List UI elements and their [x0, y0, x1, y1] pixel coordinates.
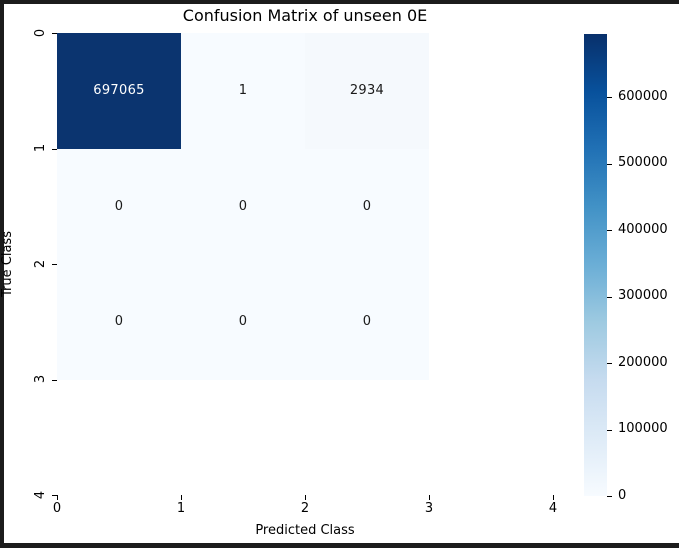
heatmap-plot-area: 697065 1 2934 0 0 0 0 0 0: [57, 33, 553, 495]
matrix-cell-0-2: 2934: [305, 33, 429, 149]
y-tick-label: 4: [33, 490, 48, 500]
y-tick-label: 0: [33, 28, 48, 38]
colorbar-tick-label: 600000: [618, 89, 668, 104]
x-tick-label: 1: [176, 501, 186, 516]
chart-title: Confusion Matrix of unseen 0E: [182, 6, 428, 25]
cell-value: 0: [114, 314, 124, 330]
colorbar-gradient: [584, 34, 607, 496]
cell-value: 1: [238, 83, 248, 99]
cell-value: 0: [238, 198, 248, 214]
y-tick-mark: [52, 33, 57, 34]
colorbar-tick-label: 100000: [618, 421, 668, 436]
matrix-cell-1-1: 0: [181, 148, 305, 264]
matrix-cell-2-1: 0: [181, 264, 305, 380]
matrix-cell-2-2: 0: [305, 264, 429, 380]
x-tick-label: 4: [548, 501, 558, 516]
y-tick-mark: [52, 379, 57, 381]
x-tick-label: 0: [52, 501, 62, 516]
x-tick-mark: [429, 495, 430, 500]
matrix-cell-1-0: 0: [57, 148, 181, 264]
x-tick-label: 2: [300, 501, 310, 516]
x-tick-mark: [553, 495, 554, 500]
matrix-cell-0-0: 697065: [57, 33, 181, 149]
y-axis-label: True Class: [0, 231, 15, 297]
y-tick-label: 1: [33, 143, 48, 153]
cell-value: 2934: [349, 83, 385, 99]
cell-value: 0: [238, 314, 248, 330]
colorbar-tick-mark: [607, 496, 612, 497]
cell-value: 697065: [93, 83, 145, 99]
x-tick-mark: [305, 495, 306, 500]
matrix-cell-0-1: 1: [181, 33, 305, 149]
colorbar-tick-label: 500000: [618, 155, 668, 170]
cell-value: 0: [362, 314, 372, 330]
colorbar-tick-label: 200000: [618, 355, 668, 370]
x-tick-mark: [181, 495, 182, 500]
colorbar-tick-label: 300000: [618, 288, 668, 303]
matrix-cell-1-2: 0: [305, 148, 429, 264]
colorbar-tick-mark: [607, 429, 612, 431]
colorbar-tick-mark: [607, 163, 612, 165]
cell-value: 0: [114, 198, 124, 214]
window-border-left: [0, 0, 4, 548]
x-axis-label: Predicted Class: [255, 523, 355, 538]
cell-value: 0: [362, 198, 372, 214]
colorbar-tick-mark: [607, 230, 612, 231]
y-tick-mark: [52, 495, 57, 496]
matrix-cell-2-0: 0: [57, 264, 181, 380]
colorbar-tick-label: 400000: [618, 222, 668, 237]
x-tick-mark: [57, 495, 58, 500]
colorbar-tick-label: 0: [618, 488, 627, 503]
window-border-bottom: [0, 543, 679, 548]
window-border-top: [0, 0, 679, 4]
y-tick-label: 2: [33, 259, 48, 269]
colorbar-tick-mark: [607, 296, 612, 298]
x-tick-label: 3: [424, 501, 434, 516]
y-tick-label: 3: [33, 374, 48, 384]
y-tick-mark: [52, 264, 57, 265]
colorbar-tick-mark: [607, 363, 612, 364]
y-tick-mark: [52, 148, 57, 150]
colorbar-tick-mark: [607, 97, 612, 98]
